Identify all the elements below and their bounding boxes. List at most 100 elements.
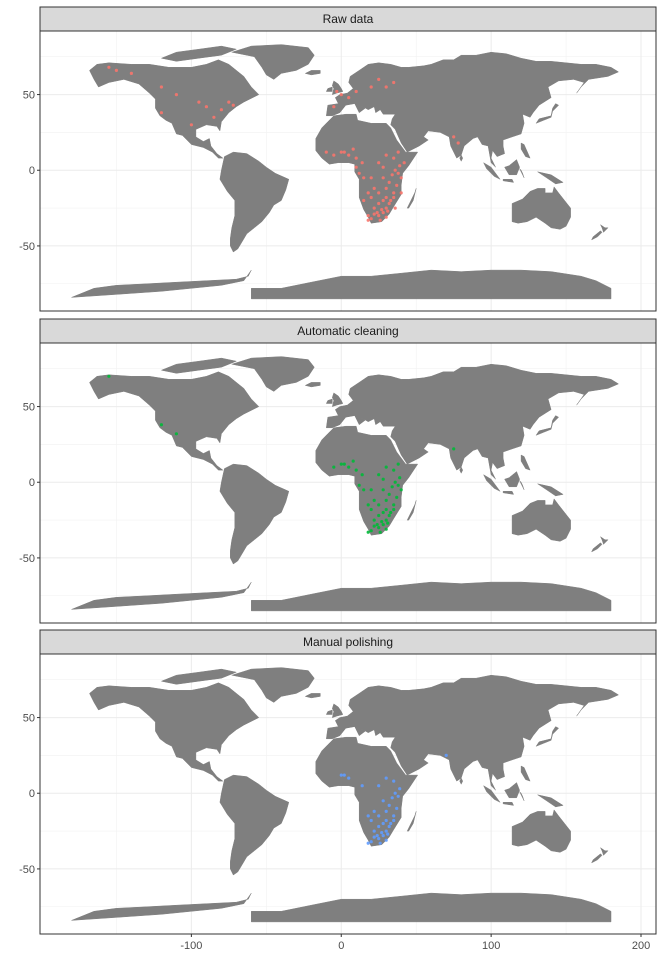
occurrence-point xyxy=(324,150,328,154)
occurrence-point xyxy=(387,180,391,184)
occurrence-point xyxy=(381,799,385,803)
occurrence-point xyxy=(393,791,397,795)
occurrence-point xyxy=(378,841,382,845)
occurrence-point xyxy=(107,65,111,69)
y-tick-label: 50 xyxy=(23,90,35,102)
occurrence-point xyxy=(362,198,366,203)
land-polygon xyxy=(89,371,260,471)
occurrence-point xyxy=(372,498,376,502)
land-polygon xyxy=(535,726,560,747)
occurrence-point xyxy=(452,447,456,451)
y-tick-label: 0 xyxy=(29,477,35,489)
land-polygon xyxy=(519,168,525,178)
x-tick-label: 100 xyxy=(482,940,500,952)
land-polygon xyxy=(406,811,417,832)
occurrence-point xyxy=(375,523,379,527)
y-axis: -50 0 50 xyxy=(19,713,40,876)
occurrence-point xyxy=(377,526,381,530)
occurrence-point xyxy=(384,527,388,531)
occurrence-point xyxy=(369,507,373,512)
occurrence-point xyxy=(384,186,388,190)
facet-panel: Raw data -50 0 50 xyxy=(19,6,657,312)
land-polygon xyxy=(315,425,419,536)
occurrence-point xyxy=(402,161,406,165)
occurrence-point xyxy=(390,173,394,177)
land-polygon xyxy=(325,709,333,715)
land-polygon xyxy=(482,474,501,492)
land-polygon xyxy=(89,59,260,159)
land-polygon xyxy=(331,703,344,718)
land-polygon xyxy=(315,736,419,847)
occurrence-point xyxy=(398,476,402,480)
occurrence-point xyxy=(392,80,396,85)
occurrence-point xyxy=(452,135,456,139)
occurrence-point xyxy=(366,218,370,222)
occurrence-point xyxy=(357,483,361,487)
land-polygon xyxy=(502,802,515,806)
land-polygon xyxy=(219,774,290,876)
occurrence-point xyxy=(212,115,216,119)
x-tick-label: 200 xyxy=(632,940,650,952)
land-polygon xyxy=(326,363,620,480)
occurrence-point xyxy=(107,374,111,378)
occurrence-point xyxy=(366,503,370,507)
occurrence-point xyxy=(377,824,381,829)
occurrence-point xyxy=(392,191,396,195)
occurrence-point xyxy=(372,518,376,522)
occurrence-point xyxy=(377,214,381,218)
occurrence-point xyxy=(396,483,400,487)
land-polygon xyxy=(511,186,571,230)
occurrence-point xyxy=(392,156,396,160)
land-polygon xyxy=(511,809,571,853)
occurrence-point xyxy=(381,176,385,180)
occurrence-point xyxy=(351,459,355,463)
occurrence-point xyxy=(380,520,384,524)
occurrence-point xyxy=(390,796,394,800)
occurrence-point xyxy=(386,832,390,836)
occurrence-point xyxy=(372,212,376,216)
occurrence-point xyxy=(342,773,346,777)
land-polygon xyxy=(504,782,520,799)
occurrence-point xyxy=(129,71,133,75)
occurrence-point xyxy=(369,840,373,844)
occurrence-point xyxy=(339,773,343,777)
land-polygon xyxy=(537,171,564,185)
occurrence-point xyxy=(392,503,396,507)
occurrence-point xyxy=(381,165,385,169)
facet-title: Automatic cleaning xyxy=(297,324,398,338)
land-polygon xyxy=(520,454,531,471)
occurrence-point xyxy=(381,211,385,215)
x-tick-label: 0 xyxy=(338,940,344,952)
land-polygon xyxy=(325,398,333,404)
occurrence-point xyxy=(384,465,388,469)
occurrence-point xyxy=(392,195,396,200)
land-polygon xyxy=(326,674,620,791)
land-polygon xyxy=(599,846,609,856)
occurrence-point xyxy=(369,85,373,89)
occurrence-point xyxy=(387,513,391,518)
occurrence-point xyxy=(354,156,358,160)
occurrence-point xyxy=(381,523,385,527)
occurrence-point xyxy=(197,100,201,104)
occurrence-point xyxy=(332,465,336,469)
occurrence-point xyxy=(384,215,388,219)
land-polygon xyxy=(231,44,315,80)
occurrence-point xyxy=(347,776,351,780)
occurrence-point xyxy=(393,168,397,172)
occurrence-point xyxy=(372,809,376,814)
land-polygon xyxy=(71,581,252,610)
occurrence-point xyxy=(369,176,373,180)
occurrence-point xyxy=(347,96,351,100)
occurrence-point xyxy=(366,191,370,195)
occurrence-point xyxy=(351,147,355,151)
y-tick-label: -50 xyxy=(19,864,35,876)
occurrence-points xyxy=(107,65,460,222)
occurrence-point xyxy=(372,186,376,190)
occurrence-point xyxy=(219,108,223,112)
occurrence-point xyxy=(378,530,382,534)
occurrence-point xyxy=(392,779,396,783)
land-polygon xyxy=(535,415,560,436)
occurrence-point xyxy=(381,198,385,203)
occurrence-point xyxy=(377,837,381,841)
occurrence-point xyxy=(354,89,358,94)
